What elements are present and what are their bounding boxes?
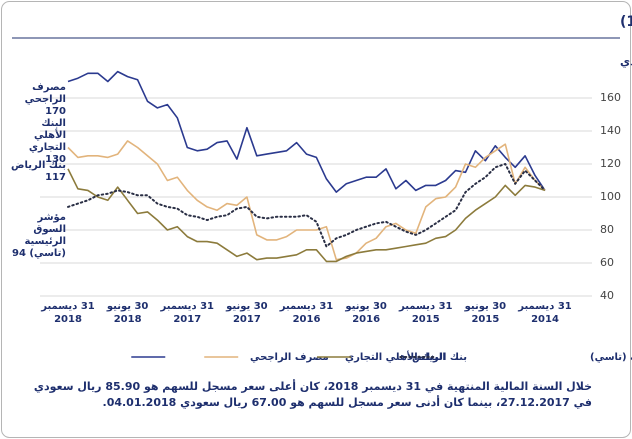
y-tick-label: 80: [600, 223, 614, 236]
legend-label: مصرف الراجحي: [250, 352, 329, 363]
series-line: [67, 140, 546, 261]
y-tick-label: 60: [600, 256, 614, 269]
series-line: [67, 168, 546, 263]
y-tick-label: 100: [600, 190, 621, 203]
annotation: مؤشر السوق الرئيسية (تاسي) 94: [11, 212, 66, 259]
y-tick-label: 120: [600, 157, 621, 170]
x-tick-label: 30 يونيو 2016: [345, 301, 387, 325]
annotation: بنك الرياض 117: [11, 160, 66, 183]
x-tick-label: 30 يونيو 2017: [226, 301, 268, 325]
series-line: [67, 70, 546, 193]
legend-label: البنك الأهلي التجاري: [345, 350, 446, 363]
legend-label: مؤشر السوق الرئيسية (تاسي): [590, 352, 632, 363]
series-line: [67, 163, 546, 248]
x-tick-label: 31 ديسمبر 2018: [41, 301, 95, 325]
y-axis-label: ريال سعودي: [620, 55, 632, 68]
y-tick-label: 160: [600, 91, 621, 104]
x-tick-label: 31 ديسمبر 2017: [160, 301, 214, 325]
annotation: البنك الأهلي التجاري 130: [28, 118, 66, 165]
x-tick-label: 31 ديسمبر 2016: [279, 301, 334, 325]
x-tick-label: 30 يونيو 2018: [106, 301, 149, 325]
chart-title: أداء سعر السهم – البنوك السعودية الثلاثة…: [620, 11, 632, 30]
y-tick-label: 140: [600, 124, 621, 137]
note: خلال السنة المالية المنتهية في 31 ديسمبر…: [33, 380, 592, 409]
y-tick-label: 40: [600, 289, 614, 302]
x-tick-label: 30 يونيو 2015: [464, 301, 507, 325]
x-tick-label: 31 ديسمبر 2014: [518, 301, 572, 325]
annotation: مصرف الراجحي 170: [24, 82, 66, 117]
legend-label: بنك الرياض: [412, 352, 467, 363]
x-tick-label: 31 ديسمبر 2015: [399, 301, 453, 325]
